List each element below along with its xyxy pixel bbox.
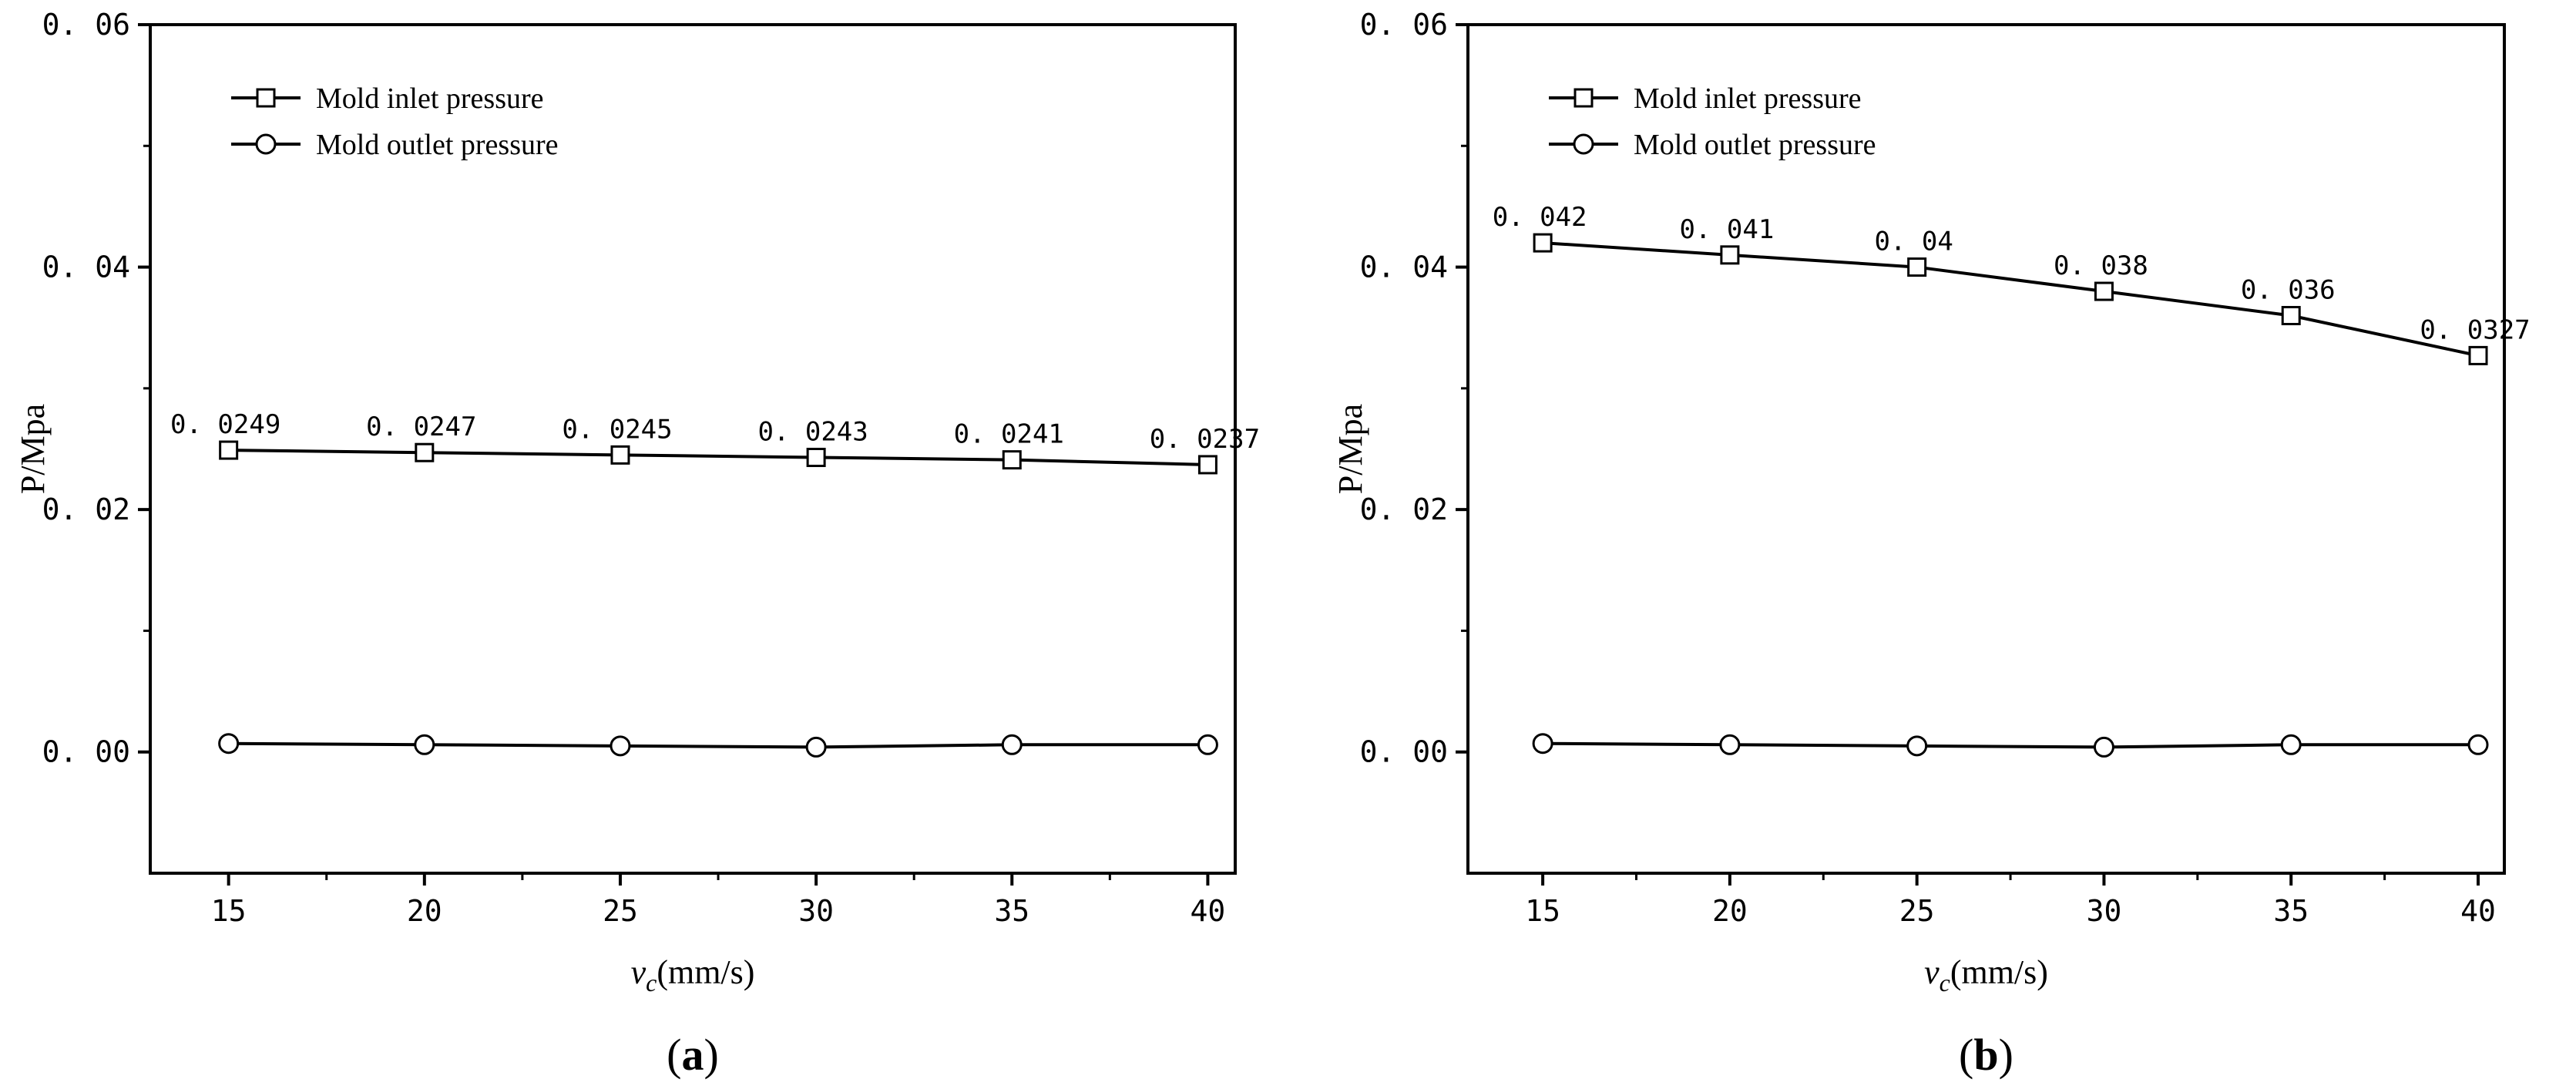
data-point-circle <box>1906 735 1928 757</box>
data-point-square <box>219 440 239 460</box>
legend-marker-square <box>256 88 276 108</box>
panel-label-open: ( <box>1959 1030 1973 1080</box>
panel-label-open: ( <box>667 1030 681 1080</box>
series-line-2 <box>228 741 1208 749</box>
data-point-square <box>806 448 826 468</box>
data-point-circle <box>1001 734 1023 755</box>
x-axis-unit: (mm/s) <box>657 953 754 991</box>
y-tick-label: 0. 00 <box>42 735 130 769</box>
panel-label-letter: b <box>1973 1030 1998 1080</box>
data-point-square <box>1197 455 1217 475</box>
plot-frame <box>149 23 1237 875</box>
data-point-square <box>1533 233 1553 253</box>
legend-marker-square <box>1573 88 1594 108</box>
data-point-circle <box>414 734 435 755</box>
x-tick-label: 20 <box>407 894 442 928</box>
x-tick-label: 25 <box>603 894 638 928</box>
y-axis-title: P/Mpa <box>14 404 52 494</box>
data-point-circle <box>1197 734 1218 755</box>
legend-marker-circle <box>1573 133 1594 155</box>
x-tick-label: 15 <box>211 894 247 928</box>
data-point-circle <box>1719 734 1741 755</box>
y-tick-label: 0. 04 <box>42 250 130 284</box>
x-tick-label: 30 <box>2087 894 2122 928</box>
y-tick-label: 0. 00 <box>1360 735 1448 769</box>
data-point-circle <box>805 736 827 758</box>
data-point-square <box>2468 345 2488 365</box>
x-axis-var: v <box>1924 953 1940 991</box>
x-tick-label: 40 <box>2460 894 2496 928</box>
x-tick-label: 40 <box>1191 894 1226 928</box>
data-label: 0. 038 <box>2054 250 2148 281</box>
data-point-circle <box>1532 733 1553 755</box>
x-axis-sub: c <box>646 969 657 997</box>
panel-label: (b) <box>1959 1030 2013 1080</box>
panel-label: (a) <box>667 1030 719 1080</box>
legend-label: Mold inlet pressure <box>316 82 544 115</box>
x-tick-label: 15 <box>1525 894 1560 928</box>
x-tick-label: 25 <box>1899 894 1935 928</box>
data-label: 0. 0249 <box>170 409 280 440</box>
data-label: 0. 041 <box>1679 214 1774 245</box>
y-tick-label: 0. 06 <box>1360 8 1448 42</box>
series-line-2 <box>1543 741 2479 749</box>
data-point-circle <box>2093 736 2114 758</box>
data-label: 0. 0241 <box>954 419 1064 450</box>
y-tick-label: 0. 02 <box>1360 492 1448 526</box>
x-axis-sub: c <box>1940 969 1950 997</box>
series-line-1 <box>228 449 1208 466</box>
data-point-square <box>1720 245 1740 265</box>
data-point-square <box>1002 450 1022 470</box>
panel-label-close: ) <box>704 1030 719 1080</box>
y-tick-label: 0. 04 <box>1360 250 1448 284</box>
plot-frame <box>1466 23 2506 875</box>
data-point-square <box>610 445 630 465</box>
y-axis-title: P/Mpa <box>1332 404 1369 494</box>
x-tick-label: 35 <box>2273 894 2309 928</box>
data-label: 0. 0237 <box>1150 424 1260 455</box>
data-point-square <box>1907 257 1927 277</box>
data-label: 0. 0327 <box>2420 314 2530 345</box>
legend-marker-circle <box>255 133 277 155</box>
panel-label-close: ) <box>1999 1030 2013 1080</box>
data-label: 0. 0243 <box>757 417 868 448</box>
data-point-circle <box>2280 734 2302 755</box>
x-axis-title: vc(mm/s) <box>631 953 755 997</box>
x-axis-var: v <box>631 953 647 991</box>
x-axis-title: vc(mm/s) <box>1924 953 2048 997</box>
data-label: 0. 042 <box>1493 202 1587 233</box>
data-point-circle <box>2467 734 2489 755</box>
data-label: 0. 0247 <box>366 412 476 442</box>
legend-label: Mold outlet pressure <box>1634 129 1876 161</box>
data-point-circle <box>610 735 631 757</box>
data-point-square <box>415 442 435 462</box>
data-label: 0. 04 <box>1874 227 1953 257</box>
legend-label: Mold outlet pressure <box>316 129 559 161</box>
y-tick-label: 0. 06 <box>42 8 130 42</box>
x-tick-label: 30 <box>798 894 834 928</box>
data-label: 0. 036 <box>2241 274 2336 305</box>
data-label: 0. 0245 <box>562 414 672 445</box>
series-line-1 <box>1542 241 2479 358</box>
data-point-square <box>2281 305 2301 325</box>
data-point-square <box>2094 281 2114 301</box>
x-tick-label: 20 <box>1712 894 1748 928</box>
x-tick-label: 35 <box>994 894 1029 928</box>
legend-label: Mold inlet pressure <box>1634 82 1862 115</box>
panel-label-letter: a <box>682 1030 704 1080</box>
x-axis-unit: (mm/s) <box>1950 953 2048 991</box>
data-point-circle <box>218 733 240 755</box>
y-tick-label: 0. 02 <box>42 492 130 526</box>
